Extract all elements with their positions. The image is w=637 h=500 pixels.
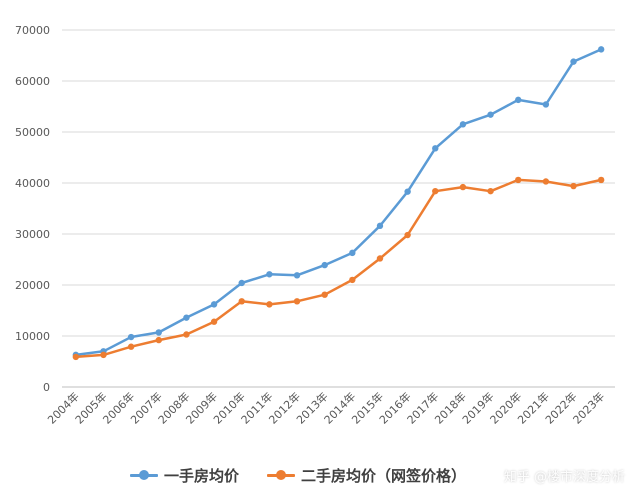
data-point (72, 353, 80, 361)
data-point (542, 178, 550, 185)
series-line-0 (75, 48, 602, 357)
data-point (238, 279, 245, 287)
legend-label-primary: 一手房均价 (164, 466, 240, 485)
legend-label-secondary: 二手房均价（网签价格） (301, 466, 467, 485)
data-point (210, 318, 218, 325)
data-point (183, 314, 190, 321)
watermark: 知乎 @楼市深度分析 (504, 462, 625, 488)
data-point (266, 301, 273, 308)
x-tick-label: 2023年 (570, 389, 607, 426)
data-point (570, 58, 577, 65)
data-point (293, 272, 301, 279)
data-point (238, 298, 245, 305)
data-point (155, 329, 162, 336)
watermark-text: 知乎 @楼市深度分析 (503, 469, 625, 485)
data-point (515, 176, 522, 184)
data-point (376, 222, 384, 230)
data-point (349, 249, 356, 257)
data-point (293, 298, 301, 305)
data-point (570, 182, 577, 190)
legend-item-primary: 一手房均价 (130, 465, 239, 486)
data-point (432, 145, 439, 152)
x-axis-tick-labels: 2004年2005年2006年2007年2008年2009年2010年2011年… (44, 389, 607, 426)
data-point (542, 101, 550, 108)
data-point (183, 331, 190, 338)
data-point (376, 255, 384, 262)
data-point (349, 276, 356, 284)
legend-item-secondary: 二手房均价（网签价格） (267, 465, 466, 486)
data-point (321, 291, 328, 298)
series-lines (72, 46, 605, 361)
data-point (100, 351, 107, 359)
y-tick-label: 60000 (15, 75, 50, 88)
series-line-1 (75, 178, 602, 359)
data-point (321, 261, 328, 269)
data-point (404, 231, 411, 239)
legend-swatch-secondary (267, 468, 296, 482)
data-point (459, 121, 467, 128)
data-point (127, 333, 135, 341)
y-tick-label: 40000 (15, 177, 50, 190)
y-tick-label: 10000 (15, 330, 50, 343)
legend: 一手房均价 二手房均价（网签价格） (130, 462, 466, 488)
y-tick-label: 50000 (15, 126, 50, 139)
gridlines (62, 29, 615, 388)
data-point (487, 111, 494, 118)
data-point (487, 187, 494, 195)
y-tick-label: 20000 (15, 279, 50, 292)
y-axis-tick-labels: 0 10000 20000 30000 40000 50000 60000 70000 (15, 24, 50, 394)
data-point (266, 271, 273, 278)
y-tick-label: 0 (43, 381, 50, 394)
data-point (155, 336, 162, 344)
y-tick-label: 70000 (15, 24, 50, 37)
data-point (127, 343, 135, 350)
y-tick-label: 30000 (15, 228, 50, 241)
data-point (597, 46, 605, 53)
line-chart: 0 10000 20000 30000 40000 50000 60000 70000 200… (15, 24, 615, 427)
data-point (404, 188, 411, 195)
legend-swatch-primary (130, 468, 158, 482)
data-point (432, 187, 439, 195)
data-point (597, 176, 605, 184)
data-point (210, 301, 218, 308)
data-point (459, 183, 467, 191)
data-point (515, 96, 522, 104)
